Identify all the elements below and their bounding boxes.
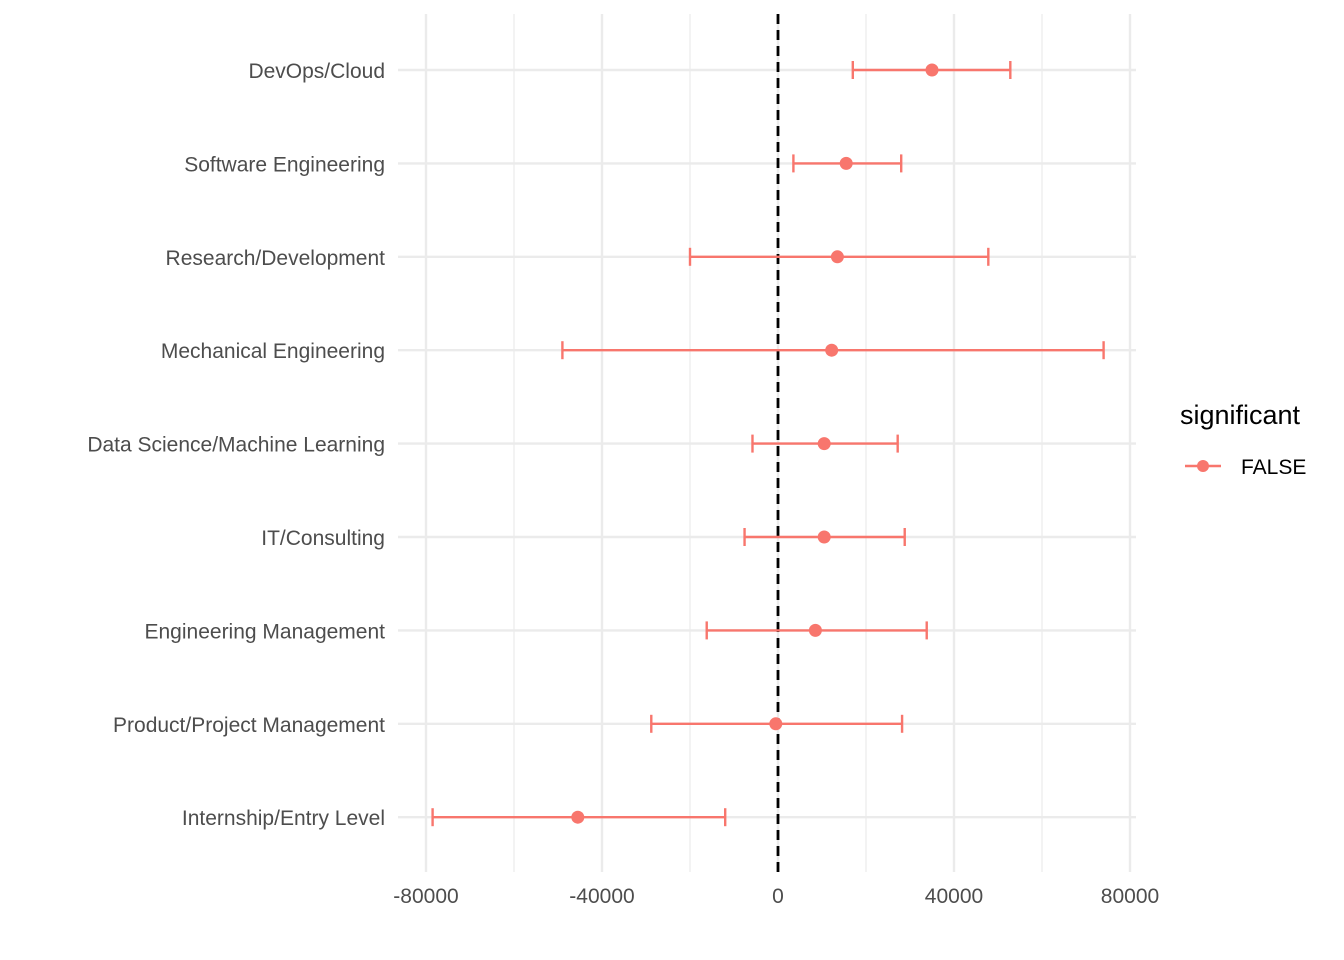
y-tick-label: Product/Project Management — [113, 714, 385, 737]
estimate-point — [817, 530, 831, 544]
y-axis-tick-labels: DevOps/Cloud Software Engineering Research… — [87, 60, 385, 830]
x-tick-label: 0 — [772, 885, 784, 908]
legend-entry-label: FALSE — [1241, 456, 1306, 479]
x-tick-label: 40000 — [925, 885, 983, 908]
y-tick-label: DevOps/Cloud — [248, 60, 385, 83]
estimate-point — [925, 63, 939, 77]
estimate-point — [571, 810, 585, 824]
x-tick-label: -80000 — [393, 885, 458, 908]
y-tick-label: Data Science/Machine Learning — [87, 434, 385, 457]
x-tick-label: 80000 — [1101, 885, 1159, 908]
legend-key-point — [1197, 460, 1209, 472]
estimate-point — [817, 437, 831, 451]
y-tick-label: Engineering Management — [145, 620, 386, 643]
legend-title: significant — [1180, 400, 1301, 430]
y-tick-label: Internship/Entry Level — [182, 807, 385, 830]
estimate-point — [769, 717, 783, 731]
x-tick-label: -40000 — [569, 885, 634, 908]
estimate-point — [839, 156, 853, 170]
y-tick-label: IT/Consulting — [261, 527, 385, 550]
estimate-point — [808, 623, 822, 637]
x-axis-tick-labels: -80000 -40000 0 40000 80000 — [393, 885, 1159, 908]
y-tick-label: Research/Development — [166, 247, 386, 270]
y-tick-label: Software Engineering — [184, 153, 385, 176]
estimate-point — [825, 343, 839, 357]
legend: significant FALSE — [1180, 400, 1306, 479]
y-tick-label: Mechanical Engineering — [161, 340, 385, 363]
plot-marks — [431, 61, 1105, 827]
estimate-point — [830, 250, 844, 264]
